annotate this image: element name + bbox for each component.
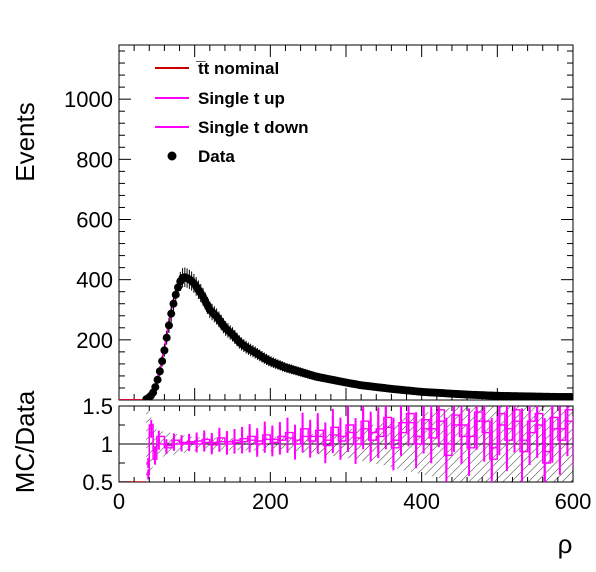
ratio-x-tick-label: 600 bbox=[555, 489, 592, 514]
legend-data-marker bbox=[167, 151, 177, 161]
main-plot-area bbox=[119, 267, 573, 400]
ratio-y-axis-title: MC/Data bbox=[10, 390, 40, 493]
ratio-x-tick-label: 400 bbox=[403, 489, 440, 514]
ratio-series-group bbox=[119, 406, 573, 482]
ratio-y-tick-label: 0.5 bbox=[82, 470, 113, 495]
data-point bbox=[153, 375, 162, 384]
main-y-tick-label: 200 bbox=[76, 328, 113, 353]
data-point bbox=[162, 333, 171, 342]
main-y-tick-label: 400 bbox=[76, 268, 113, 293]
ratio-y-tick-label: 1 bbox=[101, 432, 113, 457]
ratio-x-tick-label: 200 bbox=[252, 489, 289, 514]
data-point bbox=[167, 309, 176, 318]
main-y-axis-title: Events bbox=[10, 102, 40, 182]
legend-single-t-up-label: Single t up bbox=[198, 89, 285, 108]
ratio-plot-area bbox=[119, 406, 573, 482]
main-panel: 200 400 600 800 1000 Events bbox=[10, 44, 574, 401]
main-y-ticks: 200 400 600 800 1000 bbox=[64, 50, 573, 389]
data-point bbox=[164, 321, 173, 330]
data-point bbox=[158, 357, 167, 366]
main-y-tick-label: 600 bbox=[76, 207, 113, 232]
legend: t̅t nominal Single t up Single t down Da… bbox=[155, 59, 309, 166]
data-points-group bbox=[142, 267, 573, 400]
data-point bbox=[171, 290, 180, 299]
main-frame bbox=[118, 44, 574, 401]
legend-nominal-label: t̅t nominal bbox=[196, 59, 279, 78]
x-axis-title: ρ bbox=[558, 529, 573, 559]
ratio-y-tick-label: 1.5 bbox=[82, 394, 113, 419]
data-point bbox=[151, 383, 160, 392]
legend-single-t-down-label: Single t down bbox=[198, 118, 309, 137]
ratio-y-ticks: 0.5 1 1.5 bbox=[82, 394, 573, 495]
legend-data-label: Data bbox=[198, 147, 235, 166]
data-point bbox=[160, 346, 169, 355]
main-y-tick-label: 800 bbox=[76, 147, 113, 172]
data-point bbox=[155, 367, 164, 376]
ratio-panel: 0.5 1 1.5 0 200 400 600 MC/Data ρ bbox=[10, 390, 591, 559]
data-point bbox=[566, 392, 573, 400]
data-point bbox=[169, 299, 178, 308]
ratio-x-ticks: 0 200 400 600 bbox=[113, 406, 591, 514]
main-y-tick-label: 1000 bbox=[64, 87, 113, 112]
ratio-x-tick-label: 0 bbox=[113, 489, 125, 514]
